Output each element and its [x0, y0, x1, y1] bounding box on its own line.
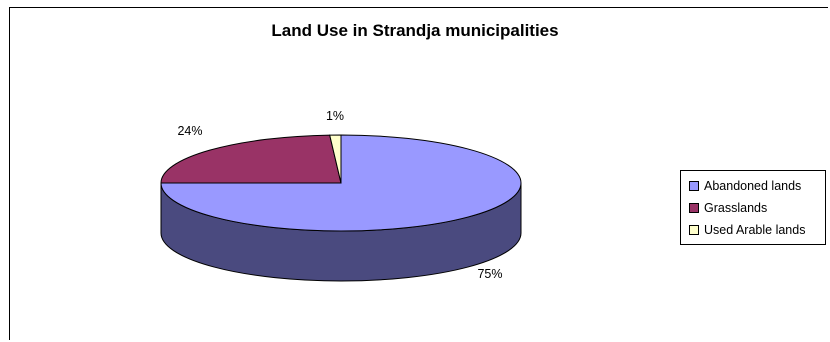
data-label-grasslands: 24% — [177, 124, 202, 138]
pie-slice-abandoned-lands — [160, 134, 522, 232]
legend-item-abandoned-lands: Abandoned lands — [689, 178, 801, 194]
legend-swatch — [689, 181, 699, 191]
data-label-used-arable-lands: 1% — [326, 109, 344, 123]
legend-item-grasslands: Grasslands — [689, 200, 767, 216]
legend-label: Abandoned lands — [704, 179, 802, 193]
chart-title: Land Use in Strandja municipalities — [271, 21, 559, 40]
legend-label: Grasslands — [704, 201, 768, 215]
pie-slice-grasslands — [160, 134, 342, 184]
legend-label: Used Arable lands — [704, 223, 806, 237]
pie-slice-used-arable-lands — [329, 134, 342, 184]
data-label-abandoned-lands: 75% — [477, 267, 502, 281]
legend-swatch — [689, 225, 699, 235]
legend-item-used-arable-lands: Used Arable lands — [689, 222, 805, 238]
legend-swatch — [689, 203, 699, 213]
legend: Abandoned lands Grasslands Used Arable l… — [680, 170, 826, 245]
